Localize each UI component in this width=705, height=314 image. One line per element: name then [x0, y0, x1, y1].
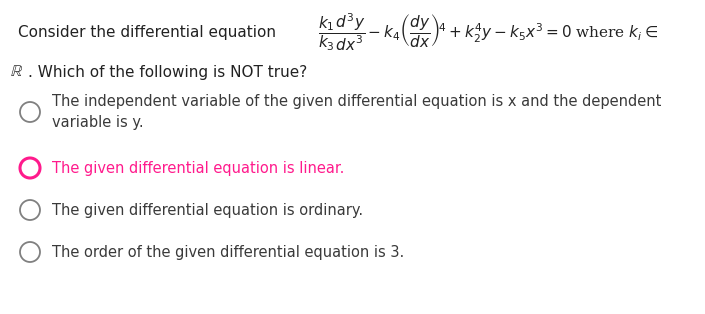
Text: . Which of the following is NOT true?: . Which of the following is NOT true?	[28, 64, 307, 79]
Text: The given differential equation is linear.: The given differential equation is linea…	[52, 160, 344, 176]
Text: The independent variable of the given differential equation is x and the depende: The independent variable of the given di…	[52, 94, 661, 130]
Text: Consider the differential equation: Consider the differential equation	[18, 24, 276, 40]
Text: The order of the given differential equation is 3.: The order of the given differential equa…	[52, 245, 404, 259]
Text: $\dfrac{k_1}{k_3}\dfrac{d^3y}{dx^3}-k_4\left(\dfrac{dy}{dx}\right)^{\!4}+k_2^4y-: $\dfrac{k_1}{k_3}\dfrac{d^3y}{dx^3}-k_4\…	[318, 11, 658, 52]
Text: The given differential equation is ordinary.: The given differential equation is ordin…	[52, 203, 363, 218]
Text: $\mathbb{R}$: $\mathbb{R}$	[10, 63, 23, 80]
